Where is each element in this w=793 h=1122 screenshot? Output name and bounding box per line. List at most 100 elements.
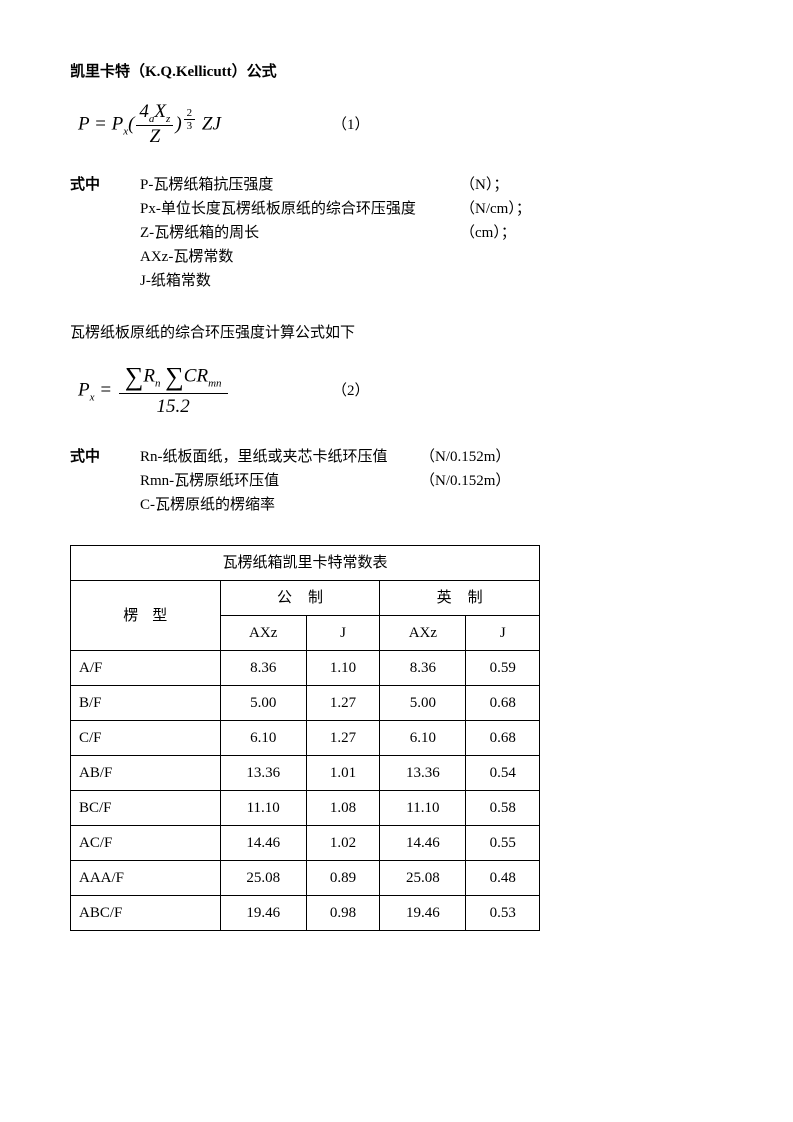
def1-2-unit: （cm）； <box>460 221 580 245</box>
cell: 11.10 <box>220 791 306 826</box>
cell: 11.10 <box>380 791 466 826</box>
cell: 14.46 <box>220 826 306 861</box>
f2-n: n <box>155 377 161 389</box>
col-imperial: 英制 <box>380 581 540 616</box>
page-title: 凯里卡特（K.Q.Kellicutt）公式 <box>70 60 723 84</box>
row-label: BC/F <box>71 791 221 826</box>
def2-1-unit: （N/0.152m） <box>420 469 540 493</box>
row-label: AAA/F <box>71 861 221 896</box>
cell: 0.98 <box>306 896 379 931</box>
col-axz-2: AXz <box>380 616 466 651</box>
cell: 6.10 <box>380 721 466 756</box>
table-row: A/F8.361.108.360.59 <box>71 651 540 686</box>
cell: 1.01 <box>306 756 379 791</box>
definitions-2: 式中 Rn-纸板面纸，里纸或夹芯卡纸环压值 （N/0.152m） Rmn-瓦楞原… <box>70 445 723 517</box>
cell: 14.46 <box>380 826 466 861</box>
f1-den: Z <box>136 126 173 149</box>
table-row: AAA/F25.080.8925.080.48 <box>71 861 540 896</box>
table-row: AB/F13.361.0113.360.54 <box>71 756 540 791</box>
row-label: AB/F <box>71 756 221 791</box>
f2-Rm: R <box>196 365 208 386</box>
cell: 0.68 <box>466 721 540 756</box>
def1-3-text: AXz-瓦楞常数 <box>140 245 460 269</box>
formula-1-row: P = Px(4aXzZ)23 ZJ （1） <box>78 102 723 149</box>
def2-1-text: Rmn-瓦楞原纸环压值 <box>140 469 420 493</box>
cell: 1.10 <box>306 651 379 686</box>
cell: 8.36 <box>380 651 466 686</box>
def1-2-text: Z-瓦楞纸箱的周长 <box>140 221 460 245</box>
row-label: C/F <box>71 721 221 756</box>
cell: 5.00 <box>380 686 466 721</box>
row-label: AC/F <box>71 826 221 861</box>
row-label: ABC/F <box>71 896 221 931</box>
f1-num4: 4 <box>139 101 149 122</box>
sub-intro: 瓦楞纸板原纸的综合环压强度计算公式如下 <box>70 321 723 345</box>
cell: 1.08 <box>306 791 379 826</box>
cell: 1.02 <box>306 826 379 861</box>
f1-pd: 3 <box>184 120 196 133</box>
f1-numZsub: z <box>166 113 170 125</box>
def1-0-unit: （N）； <box>460 173 580 197</box>
col-axz-1: AXz <box>220 616 306 651</box>
cell: 0.54 <box>466 756 540 791</box>
cell: 0.89 <box>306 861 379 896</box>
defs2-label: 式中 <box>70 445 140 469</box>
f1-rp: ) <box>175 114 181 135</box>
cell: 0.58 <box>466 791 540 826</box>
def2-0-text: Rn-纸板面纸，里纸或夹芯卡纸环压值 <box>140 445 420 469</box>
row-label: B/F <box>71 686 221 721</box>
constants-table: 瓦楞纸箱凯里卡特常数表 楞型 公制 英制 AXz J AXz J A/F 8.36… <box>70 545 540 931</box>
table-row: AC/F14.461.0214.460.55 <box>71 826 540 861</box>
def2-2-text: C-瓦楞原纸的楞缩率 <box>140 493 420 517</box>
table-row: C/F6.101.276.100.68 <box>71 721 540 756</box>
cell: 0.55 <box>466 826 540 861</box>
table-title: 瓦楞纸箱凯里卡特常数表 <box>71 546 540 581</box>
f2-Rn: R <box>143 365 155 386</box>
f1-numX: X <box>154 101 166 122</box>
f1-Px: P <box>112 114 124 135</box>
f2-C: C <box>184 365 197 386</box>
cell: 0.68 <box>466 686 540 721</box>
row-label: A/F <box>71 651 221 686</box>
f2-eq: = <box>95 379 117 400</box>
defs1-label: 式中 <box>70 173 140 197</box>
f2-den: 15.2 <box>119 394 228 421</box>
table-row: B/F5.001.275.000.68 <box>71 686 540 721</box>
cell: 0.48 <box>466 861 540 896</box>
def1-0-text: P-瓦楞纸箱抗压强度 <box>140 173 460 197</box>
f1-P: P <box>78 114 89 135</box>
formula-2-row: Px = ∑Rn ∑CRmn15.2 （2） <box>78 361 723 421</box>
cell: 25.08 <box>380 861 466 896</box>
table-row: ABC/F19.460.9819.460.53 <box>71 896 540 931</box>
f1-lp: ( <box>128 114 134 135</box>
formula-2-number: （2） <box>332 379 370 403</box>
def1-4-text: J-纸箱常数 <box>140 269 460 293</box>
f1-frac: 4aXzZ <box>136 102 173 149</box>
f1-pn: 2 <box>184 107 196 120</box>
definitions-1: 式中 P-瓦楞纸箱抗压强度 （N）； Px-单位长度瓦楞纸板原纸的综合环压强度 … <box>70 173 723 293</box>
f1-Z: Z <box>197 114 212 135</box>
cell: 13.36 <box>220 756 306 791</box>
cell: 13.36 <box>380 756 466 791</box>
col-flute: 楞型 <box>71 581 221 651</box>
col-j-2: J <box>466 616 540 651</box>
def2-0-unit: （N/0.152m） <box>420 445 540 469</box>
cell: 25.08 <box>220 861 306 896</box>
f2-mn: mn <box>208 377 221 389</box>
col-j-1: J <box>306 616 379 651</box>
def1-1-text: Px-单位长度瓦楞纸板原纸的综合环压强度 <box>140 197 460 221</box>
formula-1: P = Px(4aXzZ)23 ZJ <box>78 102 308 149</box>
cell: 19.46 <box>220 896 306 931</box>
f1-J: J <box>212 114 220 135</box>
cell: 0.53 <box>466 896 540 931</box>
f1-eq: = <box>89 114 111 135</box>
col-metric: 公制 <box>220 581 380 616</box>
cell: 5.00 <box>220 686 306 721</box>
cell: 1.27 <box>306 686 379 721</box>
formula-2: Px = ∑Rn ∑CRmn15.2 <box>78 361 308 421</box>
cell: 6.10 <box>220 721 306 756</box>
table-row: BC/F11.101.0811.100.58 <box>71 791 540 826</box>
f2-P: P <box>78 379 90 400</box>
formula-1-number: （1） <box>332 113 370 137</box>
cell: 0.59 <box>466 651 540 686</box>
